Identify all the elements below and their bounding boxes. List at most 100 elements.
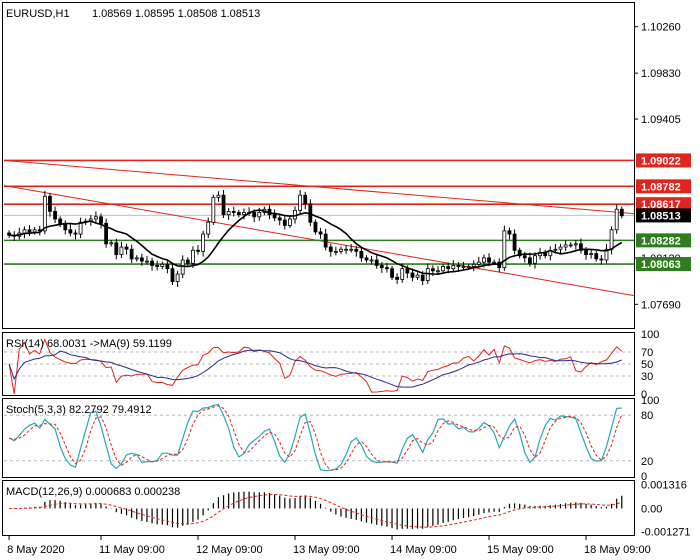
candle-body-120: [619, 208, 624, 217]
candle-body-111: [573, 243, 578, 246]
candle-body-90: [466, 266, 471, 268]
price-tick-label: 1.10260: [641, 22, 681, 34]
candle-body-83: [430, 268, 435, 272]
time-tick-label: 15 May 09:00: [487, 544, 554, 556]
candle-body-115: [594, 253, 599, 260]
candle-body-82: [425, 268, 430, 281]
candle-body-8: [48, 195, 52, 212]
candle-body-40: [211, 196, 216, 223]
stoch-plot: [4, 403, 634, 472]
candle-body-69: [359, 250, 364, 259]
time-tick-label: 12 May 09:00: [196, 544, 263, 556]
candle-body-95: [492, 261, 497, 264]
candle-body-54: [282, 219, 287, 226]
candle-body-72: [374, 259, 379, 266]
candle-body-107: [553, 248, 558, 251]
rsi-plot: [4, 338, 634, 395]
candle-body-66: [344, 248, 348, 251]
candle-body-87: [451, 265, 456, 270]
macd-plot: [9, 491, 623, 530]
candle-body-19: [104, 222, 109, 245]
candle-body-49: [257, 212, 262, 218]
candle-body-38: [201, 233, 206, 252]
stoch-tick-label: 100: [641, 395, 659, 407]
candle-body-74: [385, 267, 389, 270]
macd-tick-label: 0.001316: [641, 479, 687, 491]
candle-body-62: [323, 233, 328, 248]
candle-body-27: [145, 260, 149, 263]
candle-body-100: [517, 249, 522, 257]
candle-body-94: [487, 257, 491, 263]
candle-body-63: [328, 246, 333, 252]
rsi-label: RSI(14) 68.0031 ->MA(9) 59.1199: [6, 338, 172, 350]
candle-body-114: [589, 253, 594, 256]
time-tick-label: 13 May 09:00: [293, 544, 360, 556]
candle-body-77: [400, 268, 405, 280]
candle-body-33: [175, 273, 180, 283]
candle-body-97: [502, 230, 507, 268]
time-tick-label: 18 May 09:00: [584, 544, 651, 556]
candle-body-25: [134, 257, 139, 260]
level-label: 1.08282: [641, 235, 681, 247]
rsi-ma-line: [8, 349, 622, 388]
rsi-line: [8, 338, 623, 395]
candle-body-39: [206, 221, 211, 235]
macd-panel-frame: [2, 480, 635, 536]
price-panel-frame: [2, 2, 635, 329]
current-price-label: 1.08513: [641, 210, 681, 222]
level-label: 1.08782: [641, 181, 681, 193]
candle-body-14: [78, 221, 83, 235]
candle-body-67: [349, 248, 354, 251]
candle-body-110: [568, 244, 573, 247]
moving-average-line: [9, 209, 623, 276]
candle-body-98: [507, 230, 512, 235]
stoch-panel-frame: [2, 398, 635, 478]
rsi-tick-label: 70: [641, 347, 653, 359]
candle-body-75: [390, 268, 394, 278]
stoch-label: Stoch(5,3,3) 82.2792 79.4912: [6, 404, 152, 416]
stoch-d-line: [8, 405, 623, 471]
level-label-box: [636, 179, 691, 194]
candle-body-109: [563, 244, 568, 248]
candle-body-84: [436, 270, 440, 273]
stoch-k-line: [8, 403, 622, 472]
macd-tick-label: 0.00: [641, 503, 662, 515]
candle-body-52: [272, 214, 277, 219]
rsi-panel-frame: [2, 332, 635, 396]
candle-body-81: [420, 274, 425, 281]
level-label: 1.09022: [641, 155, 681, 167]
macd-label: MACD(12,26,9) 0.000683 0.000238: [6, 486, 180, 498]
candle-body-3: [22, 229, 27, 234]
candle-body-70: [364, 257, 369, 261]
level-label-box: [636, 257, 691, 272]
candle-body-65: [339, 248, 343, 252]
candle-body-42: [221, 194, 226, 216]
chart-symbol-label: EURUSD,H1: [6, 8, 70, 20]
candle-body-101: [522, 255, 527, 259]
candle-body-55: [288, 218, 292, 226]
candle-body-76: [395, 276, 400, 280]
candle-body-93: [482, 257, 486, 263]
candle-body-30: [160, 263, 165, 267]
time-tick-label: 11 May 09:00: [99, 544, 165, 556]
candle-body-21: [114, 242, 119, 256]
candle-body-99: [512, 233, 517, 251]
candle-body-13: [73, 232, 78, 235]
price-tick-label: 1.09405: [641, 114, 681, 126]
level-label-box: [636, 233, 691, 248]
candle-body-118: [609, 229, 614, 250]
rsi-tick-label: 50: [641, 359, 653, 371]
candle-body-60: [313, 221, 318, 233]
candle-body-85: [441, 266, 445, 272]
candle-body-20: [109, 242, 114, 245]
candle-body-48: [252, 212, 257, 218]
candle-body-9: [53, 211, 57, 220]
candle-body-12: [68, 229, 73, 234]
candle-body-92: [476, 261, 481, 265]
candle-body-73: [379, 265, 384, 268]
candle-body-35: [185, 259, 190, 264]
stoch-tick-label: 20: [641, 456, 653, 468]
time-tick-label: 14 May 09:00: [390, 544, 457, 556]
candle-body-57: [298, 194, 303, 211]
